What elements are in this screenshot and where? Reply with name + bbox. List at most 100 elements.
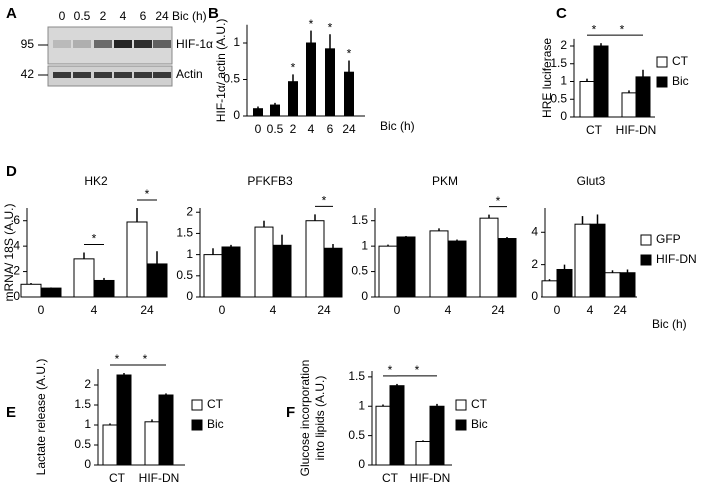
row-label: HIF-1α [176,37,213,51]
x-tick-label: HIF-DN [616,123,657,137]
bar [621,92,637,118]
blot-band [53,40,71,48]
legend-swatch [640,234,652,246]
x-tick-label: 4 [308,122,315,136]
bar [429,230,449,298]
x-axis-label: Bic (h) [380,119,415,133]
lane-label: 0 [59,9,66,23]
marker-label: 95 [21,37,35,51]
y-tick-label: 6 [13,213,20,227]
legend-swatch [656,76,668,88]
blot-band [114,72,132,78]
y-tick-label: 1 [358,398,365,412]
x-tick-label: 24 [317,303,331,317]
legend-swatch [455,399,467,411]
blot-band [73,72,91,78]
bar [126,221,148,298]
x-tick-label: 24 [491,303,505,317]
significance-mark: * [322,194,327,208]
y-axis-label: mRNA/ 18S (A.U.) [2,203,16,301]
bar [378,245,398,298]
bar [344,71,354,117]
y-tick-label: 1 [560,74,567,88]
x-tick-label: HIF-DN [410,471,451,482]
bar [93,279,115,298]
significance-mark: * [347,47,352,61]
bar [102,424,118,466]
y-tick-label: 4 [13,238,20,252]
blot-band [114,40,132,48]
bar [221,246,241,298]
bar [556,268,573,298]
subplot-title: PKM [432,174,458,188]
bar [389,385,405,466]
bar [305,220,325,298]
significance-mark: * [291,61,296,75]
legend-swatch [656,56,668,68]
bar [20,283,42,298]
y-tick-label: 1.5 [351,213,368,227]
panel-label: A [6,5,17,22]
y-tick-label: 0 [84,457,91,471]
y-tick-label: 2 [13,264,20,278]
subplot-title: HK2 [84,174,108,188]
x-tick-label: 24 [613,303,627,317]
lane-label: 4 [120,9,127,23]
blot-band [94,72,112,78]
blot-band [73,40,91,48]
x-tick-label: 0 [554,303,561,317]
lane-label: 0.5 [74,9,91,23]
bar [146,263,168,298]
bar [158,394,174,466]
legend-swatch [455,419,467,431]
x-tick-label: 4 [270,303,277,317]
significance-mark: * [143,352,148,366]
y-tick-label: 2 [531,257,538,271]
x-tick-label: 6 [327,122,334,136]
significance-mark: * [496,194,501,208]
bar [306,42,316,117]
subplot-title: PFKFB3 [247,174,293,188]
legend-swatch [191,399,203,411]
legend-label: HIF-DN [656,252,697,266]
y-tick-label: 0.5 [223,72,240,86]
legend-label: CT [672,54,689,68]
legend-label: Bic [207,417,224,431]
bar [541,280,558,298]
bar [288,81,298,117]
y-tick-label: 2 [560,38,567,52]
panel-label: B [208,5,219,22]
bar [203,254,223,298]
x-tick-label: 0 [219,303,226,317]
x-tick-label: 24 [140,303,154,317]
y-axis-label: into lipids (A.U.) [313,376,327,461]
significance-mark: * [415,363,420,377]
marker-label: 42 [21,67,35,81]
blot-band [134,40,152,48]
bar [479,217,499,298]
bar [415,441,431,466]
y-tick-label: 0 [361,289,368,303]
x-tick-label: 0 [38,303,45,317]
bar [396,236,416,298]
lane-label: 24 [155,9,169,23]
x-tick-label: CT [109,471,126,482]
bar [593,45,609,118]
y-tick-label: 0.5 [351,264,368,278]
significance-mark: * [115,352,120,366]
legend-label: Bic [672,74,689,88]
y-tick-label: 1 [361,238,368,252]
bar [619,272,636,298]
y-tick-label: 0 [233,108,240,122]
x-tick-label: CT [586,123,603,137]
panel-label: E [6,404,16,421]
y-tick-label: 0.5 [550,91,567,105]
x-tick-label: 4 [91,303,98,317]
x-tick-label: 4 [445,303,452,317]
legend-label: Bic [471,417,488,431]
panel-label: C [556,5,567,22]
bar [144,421,160,466]
y-tick-label: 1.5 [348,369,365,383]
y-tick-label: 0.5 [176,268,193,282]
y-tick-label: 0 [186,289,193,303]
